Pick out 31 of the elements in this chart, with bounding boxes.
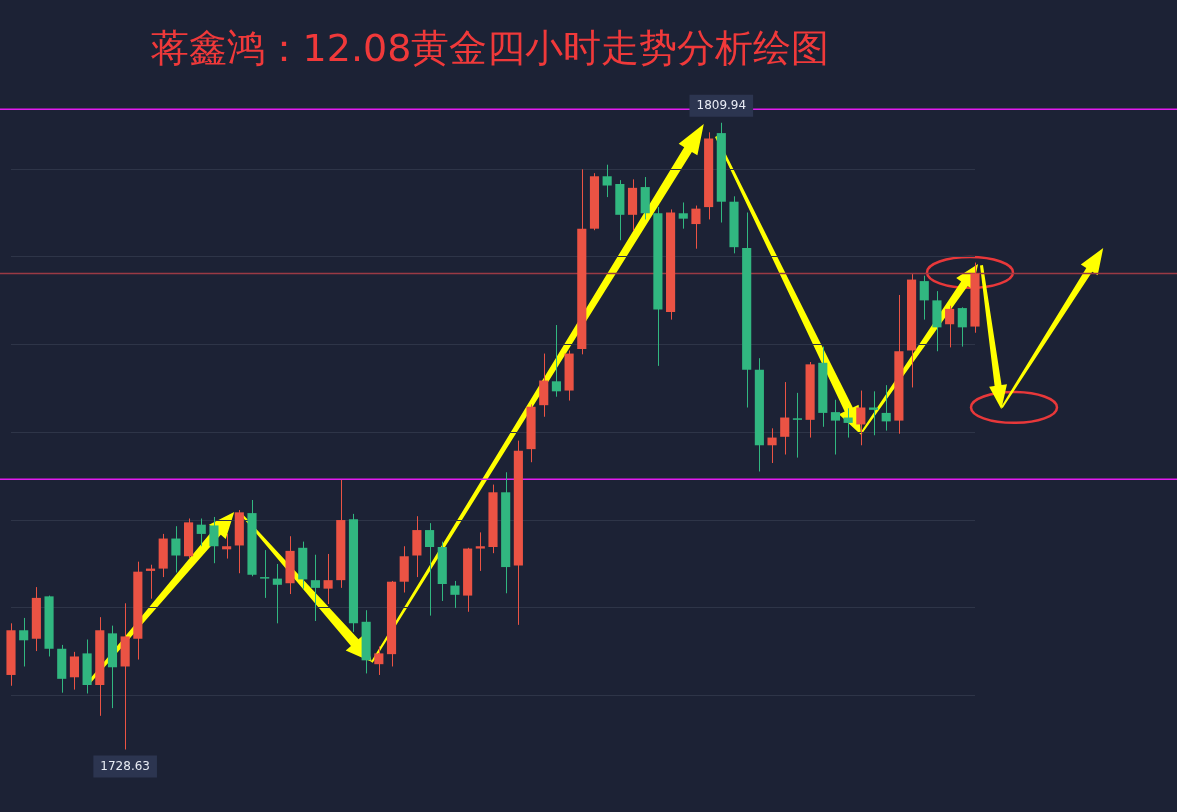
candlestick [602, 164, 612, 198]
candlestick [209, 516, 219, 564]
candlestick [881, 384, 891, 432]
candlestick [196, 518, 206, 547]
candlestick [425, 522, 435, 617]
candlestick [272, 563, 282, 624]
candlestick [691, 205, 701, 250]
candlestick [260, 549, 270, 599]
candlestick [69, 651, 79, 691]
annotation: 1809.94 [696, 97, 747, 112]
candlestick [19, 617, 29, 667]
candlestick [792, 392, 802, 459]
candlestick [843, 407, 853, 439]
candlestick [310, 554, 320, 622]
candlestick [551, 324, 561, 398]
candlestick [957, 306, 967, 348]
candlestick [374, 645, 384, 676]
candlestick [222, 533, 232, 560]
candlestick [919, 275, 929, 321]
candlestick [856, 390, 866, 446]
candlestick [450, 580, 460, 609]
candlestick [767, 427, 777, 464]
candlestick [780, 381, 790, 456]
candlestick [323, 553, 333, 605]
candlestick [945, 305, 955, 348]
candlestick [171, 525, 181, 573]
candlestick [830, 399, 841, 456]
annotation: 1728.63 [100, 758, 150, 773]
chart-title: 蒋鑫鸿：12.08黄金四小时走势分析绘图 [150, 25, 830, 70]
candlestick [475, 531, 485, 572]
candlestick [678, 201, 688, 230]
